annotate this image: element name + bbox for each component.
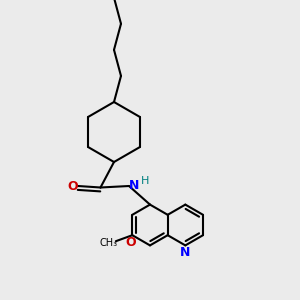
Text: O: O (67, 179, 78, 193)
Text: H: H (140, 176, 149, 186)
Text: N: N (180, 245, 190, 259)
Text: N: N (129, 179, 139, 192)
Text: O: O (125, 236, 136, 250)
Text: CH₃: CH₃ (99, 238, 117, 248)
